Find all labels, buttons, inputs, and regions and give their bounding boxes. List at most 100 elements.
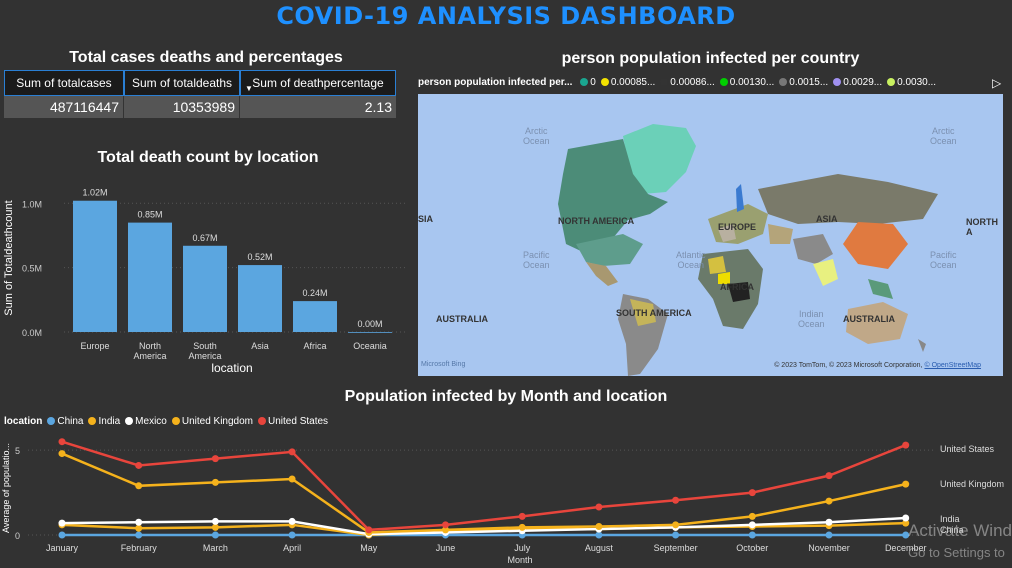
watermark-line2: Go to Settings to (908, 545, 1005, 560)
map-legend-item[interactable]: 0 (590, 77, 596, 88)
data-point[interactable] (748, 489, 756, 497)
data-point[interactable] (748, 521, 756, 529)
play-axis-icon[interactable]: ▷ (992, 76, 1002, 90)
bar[interactable] (73, 200, 117, 332)
data-point[interactable] (58, 531, 66, 539)
continent-label: AUSTRALIA (843, 314, 895, 324)
table-header-totaldeaths[interactable]: Sum of totaldeaths (124, 70, 240, 96)
line-legend-item[interactable]: Mexico (135, 416, 167, 427)
data-point[interactable] (518, 512, 526, 520)
data-point[interactable] (288, 517, 296, 525)
continent-label: NORTH AMERICA (558, 216, 635, 226)
bar[interactable] (293, 301, 337, 332)
summary-table[interactable]: Sum of totalcases Sum of totaldeaths Sum… (4, 70, 396, 118)
data-point[interactable] (58, 450, 66, 458)
map-legend-item[interactable]: 0.00085... (610, 77, 656, 88)
data-point[interactable] (211, 455, 219, 463)
continent-label: SOUTH AMERICA (616, 308, 692, 318)
data-point[interactable] (211, 523, 219, 531)
data-point[interactable] (365, 526, 373, 534)
data-point[interactable] (902, 441, 910, 449)
map-legend-item[interactable]: 0.0029... (843, 77, 883, 88)
data-point[interactable] (135, 531, 143, 539)
legend-dot (125, 417, 134, 426)
data-point[interactable] (748, 531, 756, 539)
table-cell-totalcases: 487116447 (4, 96, 124, 118)
bar[interactable] (238, 265, 282, 332)
x-tick-label: October (736, 543, 768, 553)
data-point[interactable] (748, 512, 756, 520)
data-point[interactable] (518, 523, 526, 531)
data-point[interactable] (135, 482, 143, 490)
data-point[interactable] (211, 478, 219, 486)
data-point[interactable] (135, 518, 143, 526)
data-point[interactable] (58, 438, 66, 446)
data-point[interactable] (595, 503, 603, 511)
data-point[interactable] (288, 475, 296, 483)
series-line[interactable] (61, 516, 906, 536)
filled-map[interactable]: Arctic Ocean Arctic Ocean Pacific Ocean Atlant… (418, 94, 1003, 376)
legend-dot (660, 78, 669, 87)
data-point[interactable] (825, 531, 833, 539)
map-legend-item[interactable]: 0.0030... (897, 77, 937, 88)
y-tick-label: 0.5M (22, 264, 42, 274)
data-point[interactable] (672, 521, 680, 529)
data-point[interactable] (825, 518, 833, 526)
data-point[interactable] (595, 531, 603, 539)
data-point[interactable] (135, 524, 143, 532)
data-point[interactable] (902, 531, 910, 539)
legend-dot (258, 417, 267, 426)
y-tick-label: 0 (15, 531, 20, 541)
data-point[interactable] (672, 496, 680, 504)
sort-down-icon[interactable]: ▼ (245, 84, 253, 93)
data-point[interactable] (58, 519, 66, 527)
openstreetmap-link[interactable]: © OpenStreetMap (924, 362, 981, 369)
data-point[interactable] (211, 517, 219, 525)
data-point[interactable] (902, 514, 910, 522)
data-point[interactable] (672, 531, 680, 539)
data-point[interactable] (211, 531, 219, 539)
data-point[interactable] (825, 497, 833, 505)
map-legend-item[interactable]: 0.00130... (729, 77, 775, 88)
y-axis-label: Average of populatio... (1, 443, 11, 533)
data-point[interactable] (825, 472, 833, 480)
data-point[interactable] (135, 461, 143, 469)
series-end-label: China (940, 525, 964, 535)
dashboard-title: COVID-19 ANALYSIS DASHBOARD (276, 2, 736, 30)
line-legend-item[interactable]: United States (268, 416, 329, 427)
table-header-totalcases[interactable]: Sum of totalcases (4, 70, 124, 96)
line-legend-item[interactable]: India (98, 416, 121, 427)
data-point[interactable] (902, 519, 910, 527)
line-chart-legend[interactable]: location China India Mexico United Kingdom Un… (4, 416, 328, 427)
bar-data-label: 0.24M (302, 288, 327, 298)
bar-chart[interactable]: 0.0M 0.5M 1.0M Sum of Totaldeathcount 1.02M E… (0, 172, 410, 380)
bar[interactable] (128, 222, 172, 332)
series-line[interactable] (61, 440, 907, 532)
bar-data-label: 0.85M (137, 210, 162, 220)
line-legend-item[interactable]: United Kingdom (181, 416, 254, 427)
data-point[interactable] (442, 526, 449, 534)
data-point[interactable] (288, 531, 296, 539)
data-point[interactable] (595, 523, 603, 531)
data-point[interactable] (288, 448, 296, 456)
bar[interactable] (348, 332, 392, 333)
continent-label: AUSTRALIA (436, 314, 488, 324)
data-point[interactable] (902, 480, 910, 488)
continent-label: ASIA (816, 214, 838, 224)
line-chart[interactable]: 0 5 Average of populatio... January February… (0, 432, 1012, 568)
legend-dot (887, 78, 896, 87)
data-point[interactable] (442, 521, 449, 529)
x-tick-label: April (283, 543, 301, 553)
bar[interactable] (183, 245, 227, 332)
map-legend-item[interactable]: 0.00086... (670, 77, 715, 88)
legend-dot (47, 417, 56, 426)
map-legend-item[interactable]: 0.0015... (789, 77, 829, 88)
line-legend-item[interactable]: China (57, 416, 84, 427)
map-legend[interactable]: person population infected per... 0 0.000… (418, 77, 1003, 88)
series-line[interactable] (61, 452, 906, 534)
table-header-deathpercentage[interactable]: Sum of deathpercentage ▼ (240, 70, 396, 96)
header-label: Sum of deathpercentage (252, 76, 384, 90)
bar-data-label: 0.00M (357, 319, 382, 329)
series-line[interactable] (61, 521, 906, 537)
x-tick-label: Africa (303, 341, 326, 351)
